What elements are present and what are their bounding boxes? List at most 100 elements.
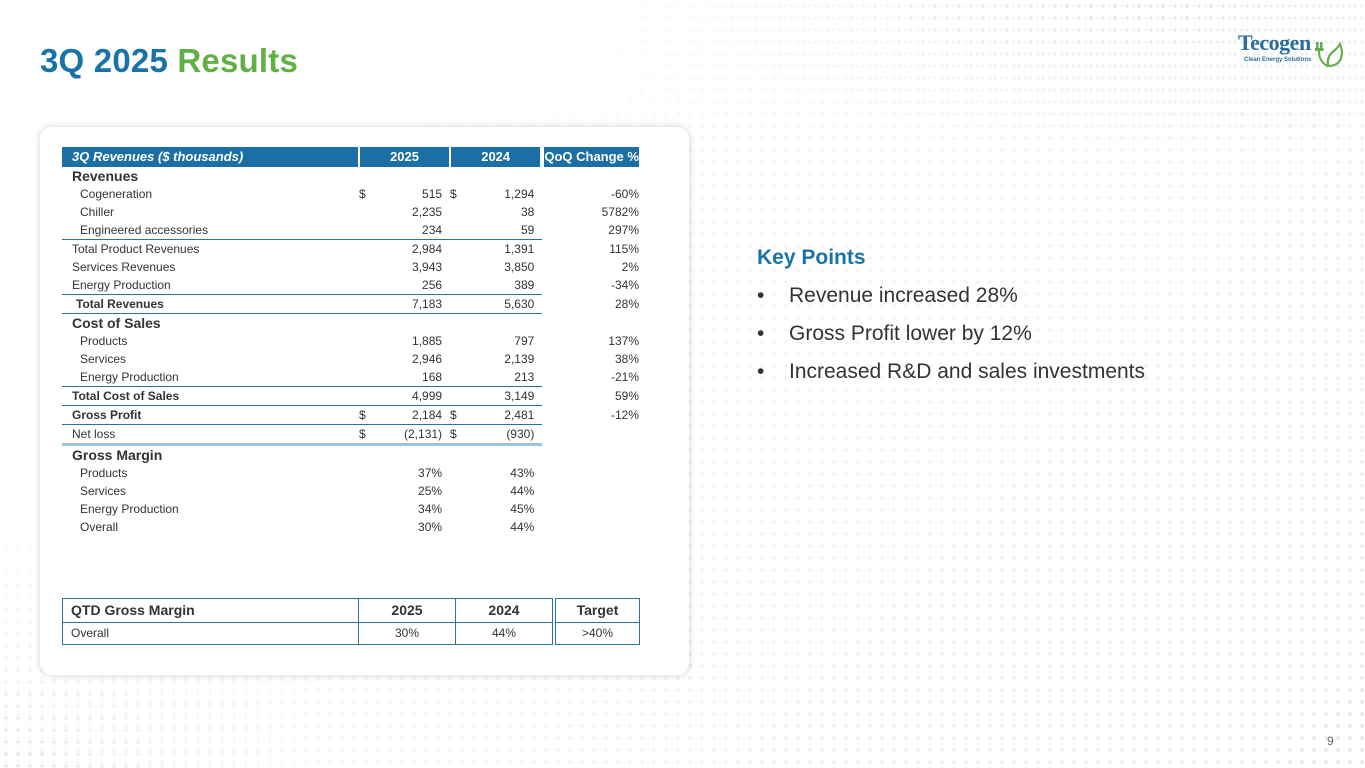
value-change: -34% bbox=[610, 278, 639, 293]
table-row: Total Product Revenues 2,984 1,391 115% bbox=[62, 240, 639, 259]
value-2025: 37% bbox=[418, 466, 443, 480]
value-2024: 1,391 bbox=[504, 242, 535, 256]
table-row: Chiller 2,235 38 5782% bbox=[62, 203, 639, 221]
value-change: 2% bbox=[621, 260, 639, 274]
value-2024: 2,481 bbox=[459, 405, 543, 425]
table-row: Cogeneration $ 515 $ 1,294 -60% bbox=[62, 185, 639, 203]
row-label: Energy Production bbox=[80, 502, 179, 516]
value-change: 28% bbox=[614, 297, 639, 311]
header-2025: 2025 bbox=[358, 147, 451, 167]
value-2025: 234 bbox=[368, 221, 451, 240]
row-label: Total Product Revenues bbox=[72, 242, 200, 256]
slide-title-period: 3Q 2025 bbox=[40, 42, 169, 79]
row-label: Services Revenues bbox=[72, 260, 176, 274]
key-point-text: Increased R&D and sales investments bbox=[789, 360, 1146, 383]
page-number: 9 bbox=[1327, 734, 1334, 748]
row-label: Services bbox=[80, 352, 127, 366]
value-2025: 256 bbox=[368, 276, 451, 295]
row-label: Net loss bbox=[62, 424, 360, 446]
qtd-header-2024: 2024 bbox=[455, 598, 555, 623]
bullet-icon: • bbox=[757, 322, 765, 345]
table-row: Energy Production 34% 45% bbox=[62, 500, 639, 518]
row-label: Products bbox=[80, 466, 128, 480]
slide-title-results: Results bbox=[177, 42, 298, 79]
qtd-gross-margin-table: QTD Gross Margin 2025 2024 Target Overal… bbox=[62, 598, 640, 645]
value-2025: 25% bbox=[418, 484, 443, 498]
value-change: 137% bbox=[608, 334, 639, 348]
table-row-total: Total Revenues 7,183 5,630 28% bbox=[62, 294, 639, 314]
row-label: Engineered accessories bbox=[62, 221, 360, 240]
value-2024: 43% bbox=[510, 466, 535, 480]
table-row-gross-profit: Gross Profit $ 2,184 $ 2,481 -12% bbox=[62, 405, 639, 425]
qtd-row: Overall 30% 44% >40% bbox=[62, 622, 640, 645]
value-change: 38% bbox=[614, 352, 639, 366]
tecogen-logo: Tecogen Clean Energy Solutions bbox=[1238, 30, 1346, 74]
qtd-header: QTD Gross Margin 2025 2024 Target bbox=[62, 598, 640, 623]
key-point-item: • Revenue increased 28% bbox=[757, 284, 1145, 322]
value-change: 297% bbox=[608, 223, 639, 238]
value-2025: 7,183 bbox=[368, 294, 451, 314]
table-row: Energy Production 256 389 -34% bbox=[62, 276, 639, 295]
currency-symbol: $ bbox=[359, 187, 366, 201]
value-change: -21% bbox=[610, 370, 639, 385]
value-2025: 30% bbox=[418, 520, 443, 534]
section-label: Revenues bbox=[72, 168, 139, 184]
table-row: Services 25% 44% bbox=[62, 482, 639, 500]
value-2024: 3,149 bbox=[459, 386, 543, 406]
section-cost-of-sales: Cost of Sales bbox=[62, 314, 639, 333]
revenue-table-header: 3Q Revenues ($ thousands) 2025 2024 QoQ … bbox=[62, 147, 639, 167]
section-revenues: Revenues bbox=[62, 167, 639, 185]
table-row: Services Revenues 3,943 3,850 2% bbox=[62, 258, 639, 276]
qtd-header-label: QTD Gross Margin bbox=[62, 598, 359, 623]
qtd-value-2024: 44% bbox=[455, 622, 555, 645]
row-label: Gross Profit bbox=[62, 405, 360, 425]
qtd-header-2025: 2025 bbox=[358, 598, 456, 623]
value-2025: 2,184 bbox=[368, 405, 451, 425]
value-change: 115% bbox=[609, 241, 639, 256]
key-points-list: • Revenue increased 28% • Gross Profit low… bbox=[757, 284, 1145, 398]
financial-results-card: 3Q Revenues ($ thousands) 2025 2024 QoQ … bbox=[40, 127, 689, 675]
value-2025: 2,946 bbox=[412, 352, 443, 366]
qtd-row-label: Overall bbox=[62, 622, 359, 645]
leaf-plug-icon bbox=[1315, 41, 1343, 68]
key-points: Key Points • Revenue increased 28% • Gross… bbox=[757, 246, 1145, 398]
row-label: Overall bbox=[80, 520, 119, 534]
qtd-header-target: Target bbox=[552, 598, 640, 623]
value-2024: 45% bbox=[510, 502, 535, 516]
value-2025: (2,131) bbox=[368, 424, 451, 446]
value-2025: 4,999 bbox=[368, 386, 451, 406]
currency-symbol: $ bbox=[450, 187, 457, 201]
table-row: Products 1,885 797 137% bbox=[62, 332, 639, 350]
value-2025: 168 bbox=[368, 368, 451, 387]
value-2025: 34% bbox=[418, 502, 443, 516]
value-2024: 5,630 bbox=[459, 294, 543, 314]
key-point-item: • Increased R&D and sales investments bbox=[757, 360, 1145, 398]
value-2024: (930) bbox=[459, 424, 543, 446]
header-2024: 2024 bbox=[449, 147, 543, 167]
value-2025: 1,885 bbox=[412, 334, 443, 348]
background-dot-pattern-top bbox=[605, 0, 1365, 170]
qtd-value-target: >40% bbox=[552, 622, 640, 645]
key-point-item: • Gross Profit lower by 12% bbox=[757, 322, 1145, 360]
value-2024: 213 bbox=[459, 368, 543, 387]
value-2024: 3,850 bbox=[504, 260, 535, 274]
value-change: 59% bbox=[614, 389, 639, 403]
table-row: Energy Production 168 213 -21% bbox=[62, 368, 639, 387]
value-2024: 44% bbox=[510, 484, 535, 498]
slide-title: 3Q 2025 Results bbox=[40, 42, 298, 80]
key-point-text: Revenue increased 28% bbox=[789, 284, 1018, 307]
value-2024: 1,294 bbox=[504, 187, 535, 201]
row-label: Total Revenues bbox=[62, 294, 360, 314]
qtd-value-2025: 30% bbox=[358, 622, 456, 645]
row-label: Cogeneration bbox=[80, 187, 153, 201]
value-2024: 44% bbox=[510, 520, 535, 534]
key-point-text: Gross Profit lower by 12% bbox=[789, 322, 1032, 345]
header-label: 3Q Revenues ($ thousands) bbox=[62, 147, 360, 167]
value-2024: 38 bbox=[520, 205, 535, 219]
value-2025: 515 bbox=[422, 187, 443, 201]
value-2024: 389 bbox=[459, 276, 543, 295]
currency-symbol: $ bbox=[450, 405, 460, 425]
bullet-icon: • bbox=[757, 284, 765, 307]
row-label: Energy Production bbox=[62, 276, 360, 295]
value-change: -12% bbox=[610, 408, 639, 422]
